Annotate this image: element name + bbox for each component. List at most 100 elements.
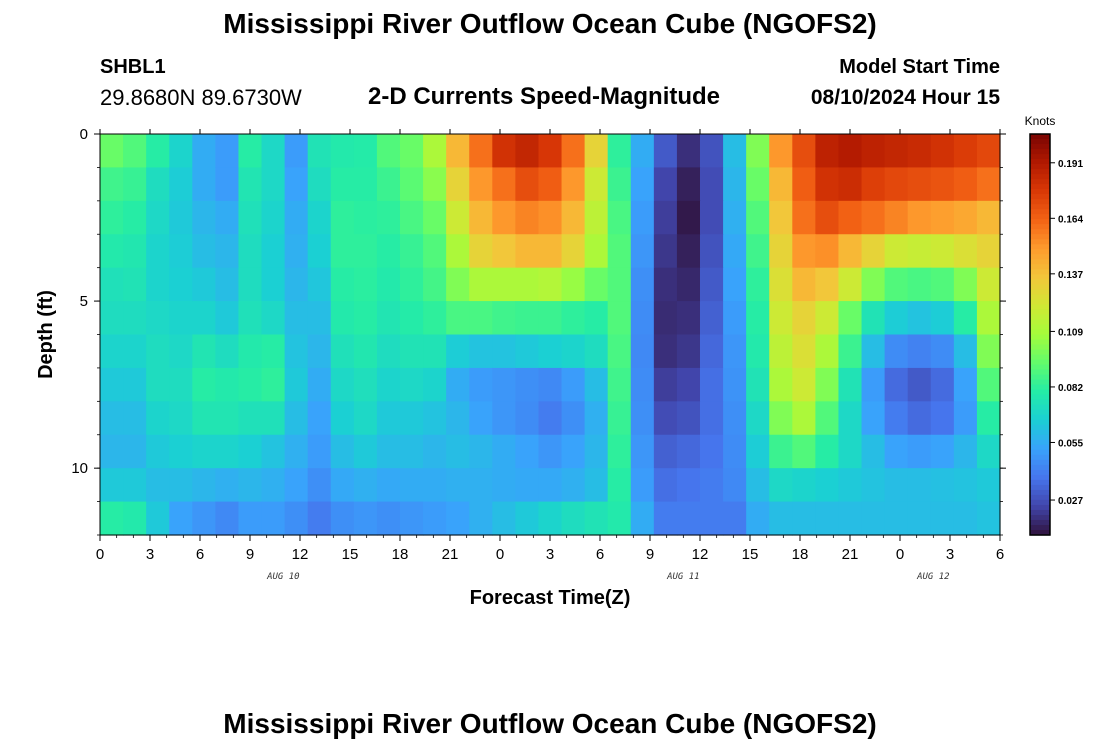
heatmap-cell	[907, 267, 932, 302]
heatmap-cell	[538, 334, 563, 369]
heatmap-cell	[446, 267, 470, 302]
heatmap-cell	[192, 301, 216, 336]
heatmap-cell	[400, 134, 424, 169]
colorbar-segment	[1030, 379, 1050, 386]
heatmap-cell	[123, 134, 147, 169]
heatmap-cell	[423, 267, 447, 302]
heatmap-cell	[653, 134, 678, 169]
heatmap-cell	[792, 434, 816, 469]
heatmap-cell	[815, 301, 840, 336]
heatmap-cell	[838, 334, 863, 369]
heatmap-cell	[423, 434, 447, 469]
colorbar-cells	[1030, 134, 1050, 536]
heatmap-cell	[538, 167, 563, 202]
heatmap-cell	[561, 468, 586, 503]
heatmap-cell	[584, 301, 609, 336]
colorbar-segment	[1030, 454, 1050, 461]
heatmap-cell	[884, 200, 909, 235]
heatmap-cell	[930, 134, 955, 169]
heatmap-cell	[307, 434, 332, 469]
colorbar-segment	[1030, 339, 1050, 346]
heatmap-cell	[930, 334, 955, 369]
heatmap-cell	[538, 367, 563, 402]
heatmap-cell	[907, 167, 932, 202]
heatmap-cell	[653, 200, 678, 235]
heatmap-cell	[146, 468, 170, 503]
heatmap-cell	[884, 468, 909, 503]
heatmap-cell	[353, 434, 378, 469]
heatmap-cell	[884, 234, 909, 269]
colorbar-segment	[1030, 449, 1050, 456]
heatmap-cell	[861, 401, 886, 436]
heatmap-cell	[976, 301, 1001, 336]
heatmap-cell	[607, 234, 632, 269]
heatmap-cell	[884, 134, 909, 169]
heatmap-cell	[100, 167, 124, 202]
heatmap-cell	[907, 334, 932, 369]
heatmap-cell	[838, 134, 863, 169]
heatmap-cell	[630, 200, 655, 235]
heatmap-cell	[515, 468, 540, 503]
heatmap-cell	[953, 134, 978, 169]
heatmap-cell	[446, 200, 470, 235]
heatmap-cell	[330, 434, 355, 469]
station-coordinates: 29.8680N 89.6730W	[100, 85, 302, 110]
colorbar-segment	[1030, 219, 1050, 225]
colorbar-segment	[1030, 334, 1050, 341]
heatmap-cell	[953, 434, 978, 469]
heatmap-cell	[700, 334, 724, 369]
heatmap-cell	[538, 134, 563, 169]
heatmap-cell	[238, 234, 263, 269]
heatmap-cell	[630, 434, 655, 469]
heatmap-cell	[284, 334, 309, 369]
heatmap-cell	[215, 434, 240, 469]
heatmap-cell	[746, 367, 770, 402]
heatmap-cell	[676, 200, 701, 235]
colorbar-unit: Knots	[1025, 114, 1056, 128]
heatmap-cell	[100, 401, 124, 436]
heatmap-cell	[653, 301, 678, 336]
heatmap-cell	[861, 334, 886, 369]
heatmap-cell	[515, 234, 540, 269]
heatmap-cell	[192, 267, 216, 302]
heatmap-cell	[307, 267, 332, 302]
colorbar-segment	[1030, 484, 1050, 491]
heatmap-cell	[192, 134, 216, 169]
heatmap-cell	[400, 200, 424, 235]
heatmap-cell	[538, 267, 563, 302]
heatmap-cell	[215, 334, 240, 369]
heatmap-cell	[953, 367, 978, 402]
colorbar-segment	[1030, 464, 1050, 471]
heatmap-cell	[123, 301, 147, 336]
colorbar-tick-label: 0.109	[1058, 327, 1083, 338]
heatmap-cell	[676, 468, 701, 503]
heatmap-cell	[746, 434, 770, 469]
heatmap-cell	[423, 501, 447, 536]
heatmap-cell	[792, 267, 816, 302]
heatmap-cell	[492, 434, 516, 469]
heatmap-cell	[192, 434, 216, 469]
colorbar-segment	[1030, 204, 1050, 210]
heatmap-cell	[953, 200, 978, 235]
y-tick-label: 10	[71, 460, 88, 477]
x-date-label: AUG 12	[916, 572, 950, 582]
heatmap-cell	[584, 267, 609, 302]
x-tick-label: 15	[742, 546, 759, 563]
heatmap-cell	[376, 301, 401, 336]
heatmap-cell	[769, 334, 793, 369]
heatmap-cell	[538, 234, 563, 269]
colorbar-segment	[1030, 239, 1050, 245]
heatmap-cell	[353, 301, 378, 336]
heatmap-cell	[446, 334, 470, 369]
heatmap-cell	[261, 501, 286, 536]
heatmap-cell	[469, 301, 493, 336]
heatmap-cell	[723, 434, 747, 469]
footer-title: Mississippi River Outflow Ocean Cube (NG…	[223, 708, 877, 739]
heatmap-cell	[861, 234, 886, 269]
heatmap-cell	[884, 334, 909, 369]
colorbar-segment	[1030, 389, 1050, 396]
colorbar-segment	[1030, 199, 1050, 205]
heatmap-cell	[976, 401, 1001, 436]
heatmap-cell	[676, 301, 701, 336]
heatmap-cell	[376, 234, 401, 269]
